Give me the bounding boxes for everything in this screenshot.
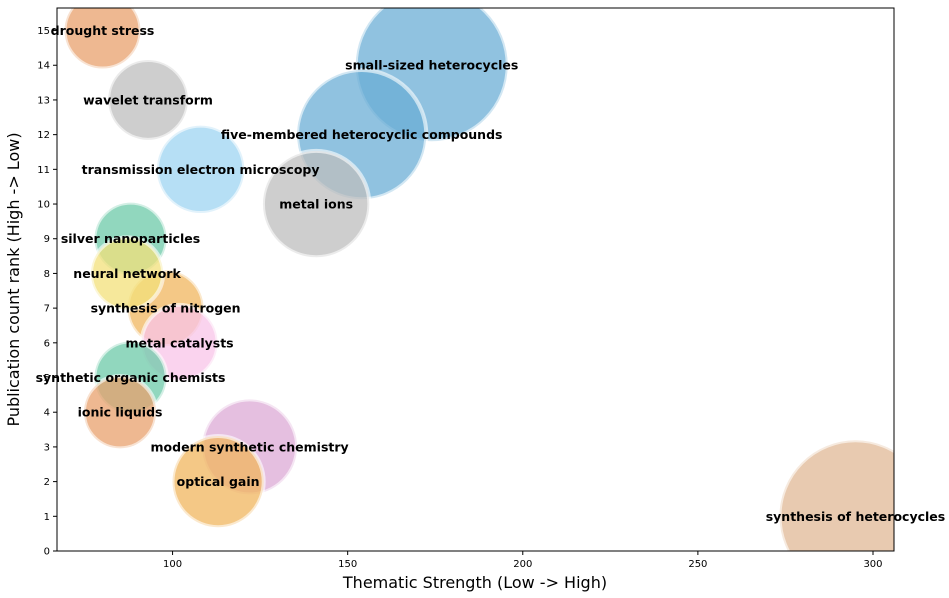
bubbles-layer — [62, 8, 894, 551]
bubble-label: synthetic organic chemists — [36, 370, 226, 385]
y-tick-label: 14 — [37, 61, 50, 72]
bubble — [170, 434, 266, 530]
bubble-label: neural network — [73, 266, 181, 281]
bubble-label: five-membered heterocyclic compounds — [221, 127, 503, 142]
y-tick-label: 0 — [44, 547, 50, 558]
bubble — [106, 58, 190, 142]
bubble-labels-layer: drought stress small-sized heterocycles wa… — [36, 23, 946, 524]
y-tick-label: 12 — [37, 130, 50, 141]
x-tick-label: 200 — [513, 559, 532, 570]
y-tick-label: 2 — [44, 477, 50, 488]
bubble — [81, 374, 159, 451]
bubble — [88, 235, 166, 312]
bubble-label: metal ions — [279, 197, 353, 212]
bubble-label: transmission electron microscopy — [82, 162, 320, 177]
y-tick-label: 5 — [44, 373, 50, 384]
bubble-label: drought stress — [51, 23, 155, 38]
bubble-label: metal catalysts — [126, 335, 234, 350]
y-tick-label: 10 — [37, 200, 50, 211]
y-tick-label: 6 — [44, 338, 50, 349]
bubble — [62, 8, 143, 71]
y-axis-title: Publication count rank (High -> Low) — [4, 132, 23, 426]
x-axis-title: Thematic Strength (Low -> High) — [342, 573, 607, 592]
y-tick-label: 11 — [37, 165, 50, 176]
bubble — [260, 148, 372, 260]
bubble-label: modern synthetic chemistry — [151, 439, 349, 454]
x-tick-label: 250 — [688, 559, 707, 570]
y-tick-label: 8 — [44, 269, 50, 280]
bubble — [154, 123, 247, 216]
y-tick-label: 3 — [44, 442, 50, 453]
bubble-label: small-sized heterocycles — [345, 58, 518, 73]
bubble-label: ionic liquids — [78, 405, 163, 420]
x-axis: 100 150 200 250 300 — [163, 551, 883, 570]
plot-frame — [56, 7, 895, 552]
y-tick-label: 13 — [37, 95, 50, 106]
x-tick-label: 150 — [338, 559, 357, 570]
x-tick-label: 300 — [863, 559, 882, 570]
bubble-label: synthesis of heterocycles — [766, 509, 946, 524]
x-tick-label: 100 — [163, 559, 182, 570]
y-tick-label: 4 — [44, 408, 50, 419]
y-tick-label: 15 — [37, 26, 50, 37]
bubble-label: optical gain — [177, 474, 260, 489]
bubble-label: wavelet transform — [83, 92, 213, 107]
y-tick-label: 1 — [44, 512, 50, 523]
y-tick-label: 7 — [44, 304, 50, 315]
bubble — [777, 438, 894, 551]
y-tick-label: 9 — [44, 234, 50, 245]
bubble-label: synthesis of nitrogen — [91, 301, 241, 316]
bubble-label: silver nanoparticles — [61, 231, 200, 246]
